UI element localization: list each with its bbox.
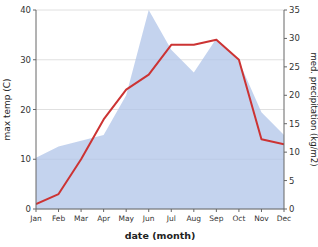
x-tick-label: Dec <box>277 214 292 223</box>
x-tick <box>36 209 37 212</box>
y2-tick-label: 30 <box>289 33 300 43</box>
y2-tick <box>284 152 287 153</box>
y2-tick <box>284 66 287 67</box>
line <box>36 40 284 204</box>
x-tick <box>171 209 172 212</box>
y2-tick <box>284 123 287 124</box>
x-tick-label: Jul <box>166 214 176 223</box>
grid-line <box>36 10 284 11</box>
y2-tick-label: 10 <box>289 147 300 157</box>
y2-tick-label: 0 <box>289 204 294 214</box>
x-tick <box>103 209 104 212</box>
x-axis-line <box>36 209 284 210</box>
y2-axis-line <box>284 10 285 209</box>
y-tick-label: 0 <box>26 204 31 214</box>
y-tick <box>33 159 36 160</box>
x-tick-label: Sep <box>209 214 223 223</box>
x-tick-label: Jun <box>142 214 155 223</box>
x-tick <box>58 209 59 212</box>
y-tick-label: 20 <box>20 105 31 115</box>
grid <box>36 10 284 209</box>
y2-tick <box>284 10 287 11</box>
x-tick <box>238 209 239 212</box>
y2-tick-label: 20 <box>289 90 300 100</box>
x-tick-label: Jan <box>29 214 42 223</box>
x-tick <box>126 209 127 212</box>
y-tick-label: 10 <box>20 154 31 164</box>
y-tick-label: 40 <box>20 5 31 15</box>
y-tick <box>33 59 36 60</box>
y-tick <box>33 10 36 11</box>
x-tick <box>261 209 262 212</box>
grid-line <box>36 209 284 210</box>
x-tick-label: Nov <box>254 214 269 223</box>
y2-tick-label: 5 <box>289 176 294 186</box>
y2-tick <box>284 38 287 39</box>
x-tick <box>81 209 82 212</box>
x-axis-title: date (month) <box>125 230 196 241</box>
y2-tick <box>284 180 287 181</box>
y2-tick-label: 25 <box>289 62 300 72</box>
y2-tick <box>284 95 287 96</box>
x-tick-label: Oct <box>232 214 245 223</box>
axes: 0 10 20 30 40 0 5 10 15 20 25 30 35 Jan Feb Mar Apr May Ju… <box>20 5 300 223</box>
x-tick-label: Aug <box>186 214 201 223</box>
x-tick-label: Mar <box>74 214 89 223</box>
area <box>36 10 284 209</box>
x-tick <box>284 209 285 212</box>
y-tick <box>33 109 36 110</box>
x-tick-label: Apr <box>97 214 111 223</box>
y-axis-title: max temp (C) <box>2 78 12 140</box>
x-tick <box>148 209 149 212</box>
y2-axis-title: med. precipitation (kg/m2) <box>309 52 318 166</box>
y2-tick-label: 35 <box>289 5 300 15</box>
y-tick-label: 30 <box>20 55 31 65</box>
plot-area <box>36 10 284 209</box>
y2-tick-label: 15 <box>289 119 300 129</box>
chart: 0 10 20 30 40 0 5 10 15 20 25 30 35 Jan Feb Mar Apr May Ju… <box>0 0 318 247</box>
x-tick <box>216 209 217 212</box>
x-tick-label: Feb <box>52 214 66 223</box>
x-tick <box>193 209 194 212</box>
x-tick-label: May <box>118 214 134 223</box>
